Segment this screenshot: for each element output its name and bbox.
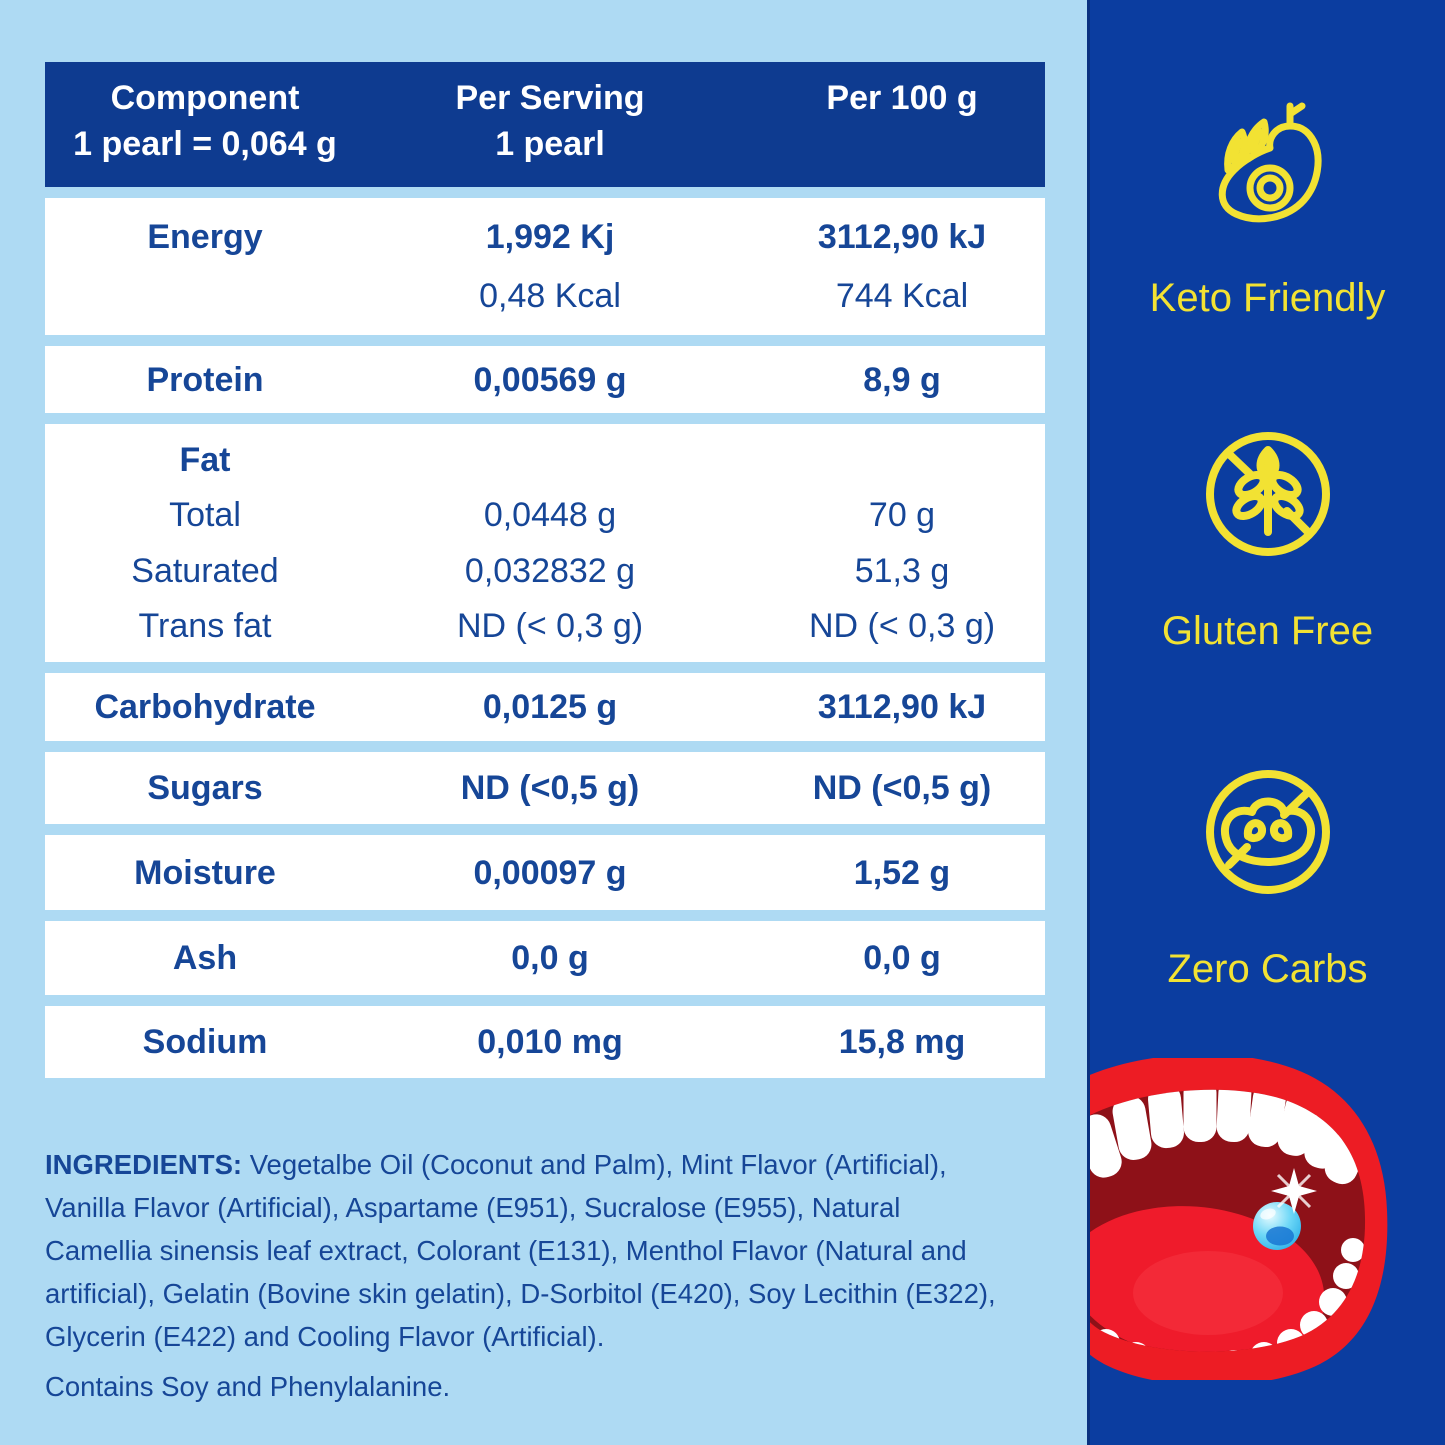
- table-row-sodium: Sodium 0,010 mg 15,8 mg: [45, 1006, 1045, 1078]
- table-row-energy: Energy 1,992 Kj 3112,90 kJ 0,48 Kcal 744 Kca…: [45, 198, 1045, 335]
- component-label: Saturated: [131, 551, 279, 590]
- table-line: Carbohydrate 0,0125 g 3112,90 kJ: [45, 688, 1045, 726]
- table-row-moisture: Moisture 0,00097 g 1,52 g: [45, 835, 1045, 910]
- header-per-serving: Per Serving 1 pearl: [365, 75, 735, 187]
- claims-sidebar: Keto Friendly Gluten Free: [1087, 0, 1445, 1445]
- per-100g-value: 3112,90 kJ: [817, 218, 987, 257]
- table-line: Ash 0,0 g 0,0 g: [45, 939, 1045, 977]
- per-100g-value: ND (< 0,3 g): [808, 606, 996, 645]
- per-serving-value: 0,48 Kcal: [479, 276, 621, 315]
- component-label: Carbohydrate: [94, 688, 316, 726]
- table-row-fat: Fat Total 0,0448 g 70 g Saturated 0,032832 g 5…: [45, 424, 1045, 662]
- component-label: Sodium: [142, 1023, 268, 1061]
- per-serving-value: 0,0 g: [511, 939, 589, 977]
- per-100g-value: 51,3 g: [854, 551, 950, 590]
- badge-label-keto: Keto Friendly: [1149, 276, 1386, 320]
- per-serving-value: 0,00569 g: [473, 360, 627, 399]
- component-label: Ash: [172, 939, 238, 977]
- badge-zero-carbs: Zero Carbs: [1090, 758, 1445, 990]
- header-component-title: Component: [110, 79, 300, 117]
- component-label: Trans fat: [138, 606, 272, 645]
- per-100g-value: 1,52 g: [853, 853, 951, 892]
- badge-label-zero-carbs: Zero Carbs: [1167, 947, 1368, 991]
- per-100g-value: 70 g: [868, 496, 936, 535]
- table-line: Saturated 0,032832 g 51,3 g: [45, 552, 1045, 590]
- table-line: Moisture 0,00097 g 1,52 g: [45, 854, 1045, 892]
- table-row-carbohydrate: Carbohydrate 0,0125 g 3112,90 kJ: [45, 673, 1045, 741]
- per-100g-value: 3112,90 kJ: [817, 688, 987, 726]
- per-serving-value: 0,00097 g: [473, 853, 627, 892]
- avocado-keto-icon: [1218, 102, 1322, 223]
- table-row-ash: Ash 0,0 g 0,0 g: [45, 921, 1045, 995]
- badge-keto-friendly: Keto Friendly: [1090, 100, 1445, 319]
- header-per-100g-title: Per 100 g: [826, 79, 978, 117]
- nutrition-table: Component 1 pearl = 0,064 g Per Serving …: [45, 62, 1045, 1078]
- per-serving-value: 0,032832 g: [464, 551, 636, 590]
- no-bread-icon: [1205, 770, 1330, 894]
- header-component: Component 1 pearl = 0,064 g: [45, 75, 365, 187]
- per-serving-value: ND (<0,5 g): [460, 769, 640, 807]
- per-100g-value: [747, 441, 1057, 479]
- per-serving-value: 1,992 Kj: [485, 218, 615, 257]
- table-line: Protein 0,00569 g 8,9 g: [45, 361, 1045, 399]
- ingredients-text: Vegetalbe Oil (Coconut and Palm), Mint F…: [45, 1149, 996, 1352]
- allergen-statement: Contains Soy and Phenylalanine.: [45, 1371, 451, 1402]
- table-line: Energy 1,992 Kj 3112,90 kJ: [45, 218, 1045, 256]
- per-100g-value: 0,0 g: [863, 939, 941, 977]
- header-component-sub: 1 pearl = 0,064 g: [73, 125, 337, 163]
- component-label: Moisture: [134, 853, 276, 892]
- sparkle-icon: [1271, 1168, 1317, 1214]
- no-gluten-wheat-icon: [1205, 432, 1330, 556]
- table-line: Fat: [45, 441, 1045, 479]
- table-line: Total 0,0448 g 70 g: [45, 496, 1045, 534]
- header-per-100g: Per 100 g: [747, 75, 1057, 187]
- per-serving-value: 0,0125 g: [482, 688, 618, 726]
- header-per-serving-title: Per Serving: [455, 79, 645, 117]
- component-label: Sugars: [147, 769, 263, 807]
- badge-label-gluten-free: Gluten Free: [1161, 609, 1374, 653]
- ingredients-label: INGREDIENTS:: [45, 1149, 243, 1180]
- per-serving-value: 0,010 mg: [477, 1023, 623, 1061]
- ingredients-section: INGREDIENTS: Vegetalbe Oil (Coconut and …: [45, 1143, 997, 1408]
- ingredients-paragraph: INGREDIENTS: Vegetalbe Oil (Coconut and …: [45, 1143, 997, 1358]
- component-label: Energy: [147, 218, 263, 257]
- table-header: Component 1 pearl = 0,064 g Per Serving …: [45, 62, 1045, 187]
- component-label: Protein: [146, 360, 264, 399]
- per-serving-value: ND (< 0,3 g): [456, 606, 644, 645]
- component-label: Total: [169, 496, 241, 535]
- component-label: Fat: [179, 441, 231, 480]
- table-line: Trans fat ND (< 0,3 g) ND (< 0,3 g): [45, 607, 1045, 645]
- table-row-sugars: Sugars ND (<0,5 g) ND (<0,5 g): [45, 752, 1045, 824]
- open-mouth-illustration: [1090, 1054, 1390, 1386]
- table-row-protein: Protein 0,00569 g 8,9 g: [45, 346, 1045, 413]
- table-line: 0,48 Kcal 744 Kcal: [45, 277, 1045, 315]
- per-serving-value: 0,0448 g: [483, 496, 617, 535]
- mint-pearl: [1253, 1202, 1301, 1250]
- header-per-serving-sub: 1 pearl: [495, 125, 605, 163]
- table-line: Sodium 0,010 mg 15,8 mg: [45, 1023, 1045, 1061]
- per-serving-value: [365, 441, 735, 479]
- tongue: [1090, 1206, 1325, 1352]
- per-100g-value: ND (<0,5 g): [812, 769, 992, 807]
- component-label: [45, 277, 365, 315]
- table-line: Sugars ND (<0,5 g) ND (<0,5 g): [45, 769, 1045, 807]
- per-100g-value: 8,9 g: [863, 360, 941, 399]
- per-100g-value: 15,8 mg: [838, 1023, 966, 1061]
- table-body: Energy 1,992 Kj 3112,90 kJ 0,48 Kcal 744 Kca…: [45, 198, 1045, 1078]
- badge-gluten-free: Gluten Free: [1090, 420, 1445, 652]
- mouth-svg: [1090, 1054, 1388, 1386]
- per-100g-value: 744 Kcal: [835, 276, 969, 315]
